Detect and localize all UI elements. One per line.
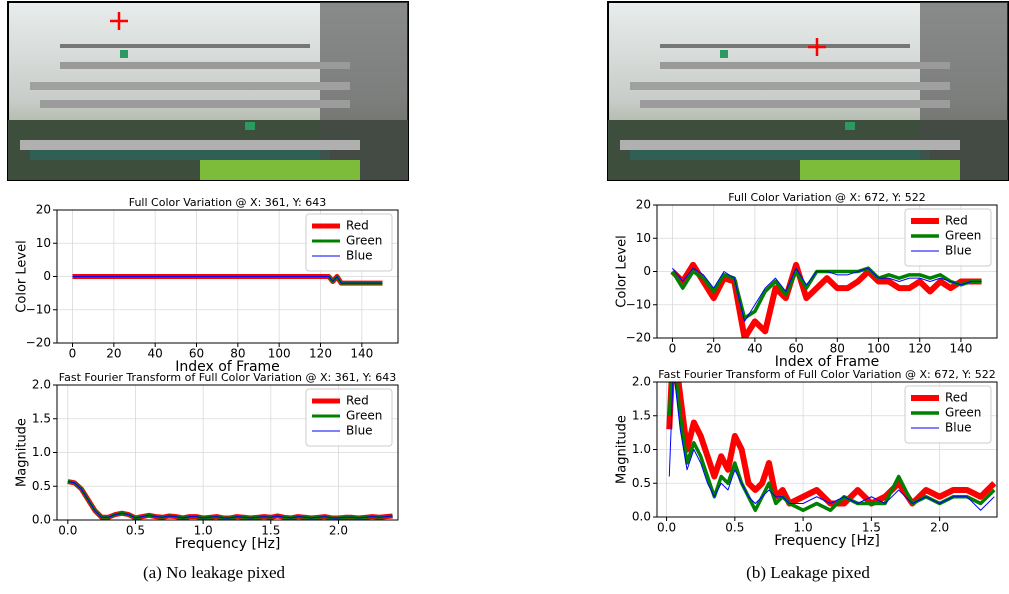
y-axis-label: Color Level <box>15 240 30 312</box>
data-line <box>72 276 383 284</box>
y-tick-label: 2.0 <box>32 378 51 392</box>
x-tick-label: 100 <box>867 342 890 356</box>
x-tick-label: 140 <box>350 347 373 361</box>
x-tick-label: 1.5 <box>862 521 881 535</box>
x-axis-label: Index of Frame <box>175 359 280 375</box>
photo-left <box>7 1 409 181</box>
x-axis-label: Frequency [Hz] <box>774 533 880 549</box>
x-tick-label: 0.5 <box>126 524 145 538</box>
y-axis-label: Magnitude <box>615 415 630 484</box>
x-tick-label: 1.0 <box>194 524 213 538</box>
chart-title: Fast Fourier Transform of Full Color Var… <box>59 371 396 384</box>
y-tick-label: 1.0 <box>32 445 51 459</box>
y-tick-label: −10 <box>626 297 651 311</box>
x-tick-label: 0.5 <box>725 521 744 535</box>
x-tick-label: 0 <box>669 342 677 356</box>
x-tick-label: 40 <box>747 342 762 356</box>
legend-label: Blue <box>346 424 373 438</box>
y-tick-label: 1.5 <box>632 408 651 422</box>
x-tick-label: 2.0 <box>930 521 949 535</box>
data-line <box>672 267 982 322</box>
x-tick-label: 20 <box>106 347 121 361</box>
chart: 0.0 0.5 1.0 1.5 2.0 0.0 0.5 1.0 1.5 2.0 Fast Fouri… <box>615 368 998 549</box>
x-tick-label: 40 <box>148 347 163 361</box>
legend-label: Red <box>346 394 369 408</box>
y-axis-label: Color Level <box>615 235 630 307</box>
photo-right <box>607 1 1009 181</box>
data-line <box>670 261 982 338</box>
x-axis-label: Frequency [Hz] <box>175 536 281 552</box>
x-tick-label: 120 <box>309 347 332 361</box>
y-axis-label: Magnitude <box>15 418 30 487</box>
y-tick-label: 0.5 <box>632 476 651 490</box>
x-tick-label: 100 <box>268 347 291 361</box>
legend-label: Red <box>945 214 968 228</box>
y-tick-label: 1.5 <box>32 411 51 425</box>
caption: (a) No leakage pixed <box>143 563 286 582</box>
y-tick-label: 0 <box>643 264 651 278</box>
chart-title: Full Color Variation @ X: 361, Y: 643 <box>129 196 327 209</box>
x-axis-label: Index of Frame <box>775 354 880 370</box>
data-line <box>67 481 393 519</box>
y-tick-label: 0.0 <box>32 513 51 527</box>
x-tick-label: 0.0 <box>58 524 77 538</box>
x-tick-label: 60 <box>788 342 803 356</box>
y-tick-label: 2.0 <box>632 375 651 389</box>
y-tick-label: −20 <box>626 331 651 345</box>
legend-label: Blue <box>945 421 972 435</box>
chart: 0.0 0.5 1.0 1.5 2.0 0.0 0.5 1.0 1.5 2.0 Fast Fouri… <box>15 371 399 552</box>
y-tick-label: 10 <box>636 231 651 245</box>
x-tick-label: 0 <box>69 347 77 361</box>
data-line <box>666 382 997 507</box>
y-tick-label: −10 <box>26 302 51 316</box>
x-tick-label: 120 <box>908 342 931 356</box>
x-tick-label: 80 <box>830 342 845 356</box>
axes-frame <box>56 209 399 344</box>
x-tick-label: 1.5 <box>261 524 280 538</box>
x-tick-label: 2.0 <box>329 524 348 538</box>
x-tick-label: 140 <box>949 342 972 356</box>
y-tick-label: −20 <box>26 336 51 350</box>
chart: −20 −10 0 10 20 0 20 40 60 80 100 120 140 Full Color … <box>615 191 998 370</box>
y-tick-label: 0.5 <box>32 479 51 493</box>
x-tick-label: 20 <box>706 342 721 356</box>
chart-title: Fast Fourier Transform of Full Color Var… <box>658 368 995 381</box>
legend-label: Blue <box>346 249 373 263</box>
legend-label: Blue <box>945 244 972 258</box>
chart: −20 −10 0 10 20 0 20 40 60 80 100 120 140 Full Color … <box>15 196 399 375</box>
y-tick-label: 0 <box>43 269 51 283</box>
axes-frame <box>656 381 998 518</box>
chart-title: Full Color Variation @ X: 672, Y: 522 <box>728 191 926 204</box>
legend-label: Green <box>346 409 382 423</box>
data-line <box>668 382 995 511</box>
y-tick-label: 1.0 <box>632 442 651 456</box>
y-tick-label: 20 <box>636 198 651 212</box>
axes-frame <box>656 204 998 339</box>
legend-label: Red <box>945 391 968 405</box>
x-tick-label: 60 <box>189 347 204 361</box>
y-tick-label: 20 <box>36 203 51 217</box>
y-tick-label: 10 <box>36 236 51 250</box>
axes-frame <box>56 384 399 521</box>
x-tick-label: 80 <box>230 347 245 361</box>
x-tick-label: 0.0 <box>657 521 676 535</box>
caption: (b) Leakage pixed <box>746 563 870 582</box>
legend-label: Red <box>346 219 369 233</box>
legend-label: Green <box>346 234 382 248</box>
y-tick-label: 0.0 <box>632 510 651 524</box>
legend-label: Green <box>945 406 981 420</box>
x-tick-label: 1.0 <box>794 521 813 535</box>
legend-label: Green <box>945 229 981 243</box>
